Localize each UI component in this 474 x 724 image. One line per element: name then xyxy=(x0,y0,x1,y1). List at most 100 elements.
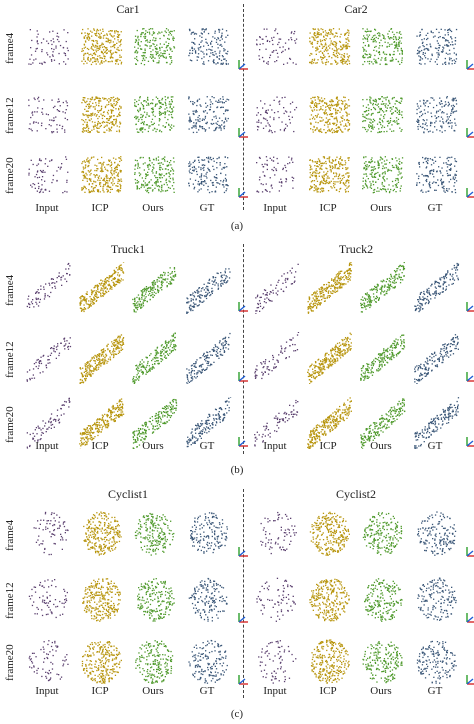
coordinate-axes-icon xyxy=(236,370,250,384)
point-cloud-input xyxy=(250,20,302,72)
point-cloud-input xyxy=(250,331,302,384)
coordinate-axes-icon xyxy=(464,545,474,559)
point-cloud-input xyxy=(22,262,74,314)
point-cloud-gt xyxy=(410,332,462,385)
row-label: frame4 xyxy=(4,519,16,551)
column-label: ICP xyxy=(91,202,109,214)
figure-panel: Truck1 frame4 frame12 frame20 Input ICP Ours GT… xyxy=(0,240,474,480)
point-cloud-ours xyxy=(356,88,408,140)
coordinate-axes-icon xyxy=(236,435,250,449)
group-title: Truck2 xyxy=(338,242,374,256)
column-label: GT xyxy=(427,685,443,697)
point-cloud-icp xyxy=(75,573,127,625)
row-label: frame20 xyxy=(4,644,16,682)
column-label: Ours xyxy=(142,202,164,214)
column-label: GT xyxy=(427,202,443,214)
point-cloud-ours xyxy=(128,262,180,314)
point-cloud-icp xyxy=(75,397,127,451)
column-label: ICP xyxy=(319,440,337,452)
point-cloud-icp xyxy=(75,88,127,140)
point-cloud-icp xyxy=(303,573,355,625)
panel-tag: (c) xyxy=(230,708,244,720)
column-label: ICP xyxy=(319,202,337,214)
point-cloud-icp xyxy=(75,20,127,72)
coordinate-axes-icon xyxy=(464,300,474,314)
point-cloud-gt xyxy=(182,332,234,386)
column-label: ICP xyxy=(91,440,109,452)
row-label: frame4 xyxy=(4,274,16,306)
column-label: ICP xyxy=(91,685,109,697)
column-label: GT xyxy=(199,685,215,697)
coordinate-axes-icon xyxy=(236,58,250,72)
group-title: Cyclist2 xyxy=(335,487,376,501)
point-cloud-ours xyxy=(128,635,180,687)
point-cloud-icp xyxy=(303,332,355,385)
row-label: frame12 xyxy=(4,582,16,620)
coordinate-axes-icon xyxy=(464,126,474,140)
column-label: Input xyxy=(35,685,59,697)
point-cloud-input xyxy=(22,332,74,384)
point-cloud-input xyxy=(250,635,302,687)
group-title: Car2 xyxy=(344,2,368,16)
point-cloud-icp xyxy=(303,20,355,72)
column-label: GT xyxy=(427,440,443,452)
point-cloud-gt xyxy=(410,88,462,140)
figure-panel: Cyclist1 frame4 frame12 frame20 Input ICP Ours… xyxy=(0,485,474,724)
point-cloud-ours xyxy=(356,261,408,314)
column-label: Input xyxy=(263,202,287,214)
coordinate-axes-icon xyxy=(236,300,250,314)
column-label: GT xyxy=(199,202,215,214)
group-title: Cyclist1 xyxy=(107,487,148,501)
coordinate-axes-icon xyxy=(236,611,250,625)
coordinate-axes-icon xyxy=(464,58,474,72)
point-cloud-input xyxy=(22,573,74,625)
point-cloud-gt xyxy=(182,507,234,559)
column-label: Ours xyxy=(142,685,164,697)
point-cloud-ours xyxy=(128,20,180,72)
point-cloud-icp xyxy=(75,507,127,559)
point-cloud-ours xyxy=(128,507,180,559)
column-label: Ours xyxy=(142,440,164,452)
coordinate-axes-icon xyxy=(236,673,250,687)
point-cloud-input xyxy=(22,88,74,140)
column-label: Ours xyxy=(370,685,392,697)
point-cloud-gt xyxy=(410,507,462,559)
coordinate-axes-icon xyxy=(464,435,474,449)
row-label: frame4 xyxy=(4,32,16,64)
point-cloud-input xyxy=(22,397,74,450)
point-cloud-gt xyxy=(182,396,234,449)
coordinate-axes-icon xyxy=(236,126,250,140)
coordinate-axes-icon xyxy=(464,370,474,384)
point-cloud-icp xyxy=(75,261,127,314)
point-cloud-ours xyxy=(356,573,408,625)
point-cloud-icp xyxy=(75,148,127,200)
column-label: Input xyxy=(35,202,59,214)
point-cloud-icp xyxy=(303,88,355,140)
point-cloud-ours xyxy=(128,148,180,200)
point-cloud-input xyxy=(250,88,302,140)
point-cloud-input xyxy=(22,148,74,200)
point-cloud-ours xyxy=(356,332,408,384)
coordinate-axes-icon xyxy=(464,186,474,200)
point-cloud-input xyxy=(22,635,74,687)
column-label: Ours xyxy=(370,440,392,452)
point-cloud-input xyxy=(250,397,302,449)
row-label: frame12 xyxy=(4,341,16,379)
point-cloud-gt xyxy=(410,20,462,72)
point-cloud-input xyxy=(22,20,74,72)
coordinate-axes-icon xyxy=(464,673,474,687)
panel-tag: (a) xyxy=(230,220,244,232)
group-divider xyxy=(243,489,244,698)
point-cloud-input xyxy=(250,507,302,559)
point-cloud-ours xyxy=(128,397,180,450)
coordinate-axes-icon xyxy=(464,611,474,625)
point-cloud-icp xyxy=(75,635,127,687)
column-label: GT xyxy=(199,440,215,452)
figure-panel: Car1 frame4 frame12 frame20 Input ICP Ours GT Ca… xyxy=(0,0,474,236)
point-cloud-input xyxy=(250,262,302,316)
point-cloud-gt xyxy=(182,20,234,72)
column-label: Ours xyxy=(370,202,392,214)
point-cloud-ours xyxy=(356,20,408,72)
column-label: Input xyxy=(263,440,287,452)
point-cloud-gt xyxy=(182,148,234,200)
